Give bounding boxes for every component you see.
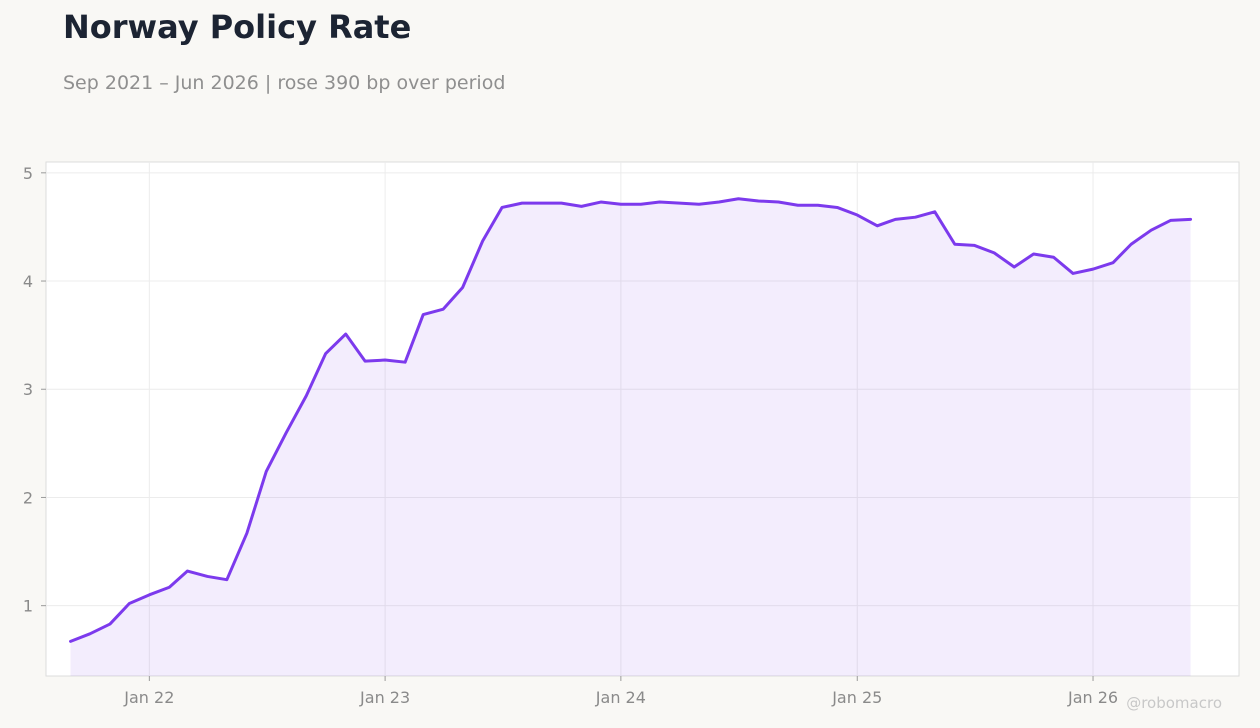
data-point xyxy=(678,202,681,205)
x-tick-label: Jan 22 xyxy=(123,688,174,707)
data-point xyxy=(364,360,367,363)
series-area-fill xyxy=(70,198,1191,677)
x-tick-label: Jan 23 xyxy=(359,688,410,707)
series-line xyxy=(69,197,1193,643)
data-point xyxy=(777,201,780,204)
data-point xyxy=(404,361,407,364)
data-point xyxy=(481,239,484,242)
data-point xyxy=(245,532,248,535)
data-point xyxy=(305,394,308,397)
data-point xyxy=(856,214,859,217)
data-point xyxy=(658,201,661,204)
data-point xyxy=(186,570,189,573)
data-point xyxy=(718,201,721,204)
data-point xyxy=(501,206,504,209)
data-point xyxy=(225,578,228,581)
x-tick-label: Jan 26 xyxy=(1067,688,1118,707)
y-tick-label: 4 xyxy=(23,272,33,291)
x-tick-label: Jan 25 xyxy=(831,688,882,707)
data-point xyxy=(69,640,72,643)
data-point xyxy=(914,216,917,219)
data-point xyxy=(128,602,131,605)
data-point xyxy=(384,359,387,362)
data-point xyxy=(461,286,464,289)
page-title: Norway Policy Rate xyxy=(63,8,412,46)
data-point xyxy=(894,218,897,221)
data-point xyxy=(599,201,602,204)
y-tick-label: 3 xyxy=(23,380,33,399)
data-point xyxy=(285,431,288,434)
data-point xyxy=(422,313,425,316)
data-point xyxy=(757,199,760,202)
data-point xyxy=(619,203,622,206)
data-point xyxy=(1092,268,1095,271)
data-point xyxy=(796,204,799,207)
data-point xyxy=(88,632,91,635)
data-point xyxy=(1013,265,1016,268)
watermark: @robomacro xyxy=(1126,694,1222,712)
data-point xyxy=(698,203,701,206)
data-point xyxy=(1189,218,1192,221)
data-point xyxy=(108,623,111,626)
data-point xyxy=(973,244,976,247)
data-point xyxy=(206,575,209,578)
data-point xyxy=(1072,272,1075,275)
data-point xyxy=(521,202,524,205)
data-point xyxy=(639,203,642,206)
data-point xyxy=(580,205,583,208)
y-tick-label: 5 xyxy=(23,164,33,183)
data-point xyxy=(265,470,268,473)
data-point xyxy=(1112,261,1115,264)
data-point xyxy=(442,308,445,311)
data-point xyxy=(1150,229,1153,232)
data-point xyxy=(324,352,327,355)
data-point xyxy=(541,202,544,205)
page-subtitle: Sep 2021 – Jun 2026 | rose 390 bp over p… xyxy=(63,72,506,94)
data-point xyxy=(836,206,839,209)
data-point xyxy=(737,197,740,200)
data-point xyxy=(1130,243,1133,246)
data-point xyxy=(148,593,151,596)
y-tick-label: 2 xyxy=(23,488,33,507)
data-point xyxy=(344,333,347,336)
data-point xyxy=(876,224,879,227)
plot-area xyxy=(45,161,1240,677)
data-point xyxy=(993,251,996,254)
data-point xyxy=(1032,252,1035,255)
data-point xyxy=(1169,219,1172,222)
data-point xyxy=(560,202,563,205)
data-point xyxy=(953,243,956,246)
data-point xyxy=(933,210,936,213)
data-point xyxy=(816,204,819,207)
x-tick-label: Jan 24 xyxy=(595,688,646,707)
data-point xyxy=(1052,256,1055,259)
y-tick-label: 1 xyxy=(23,597,33,616)
data-point xyxy=(168,586,171,589)
